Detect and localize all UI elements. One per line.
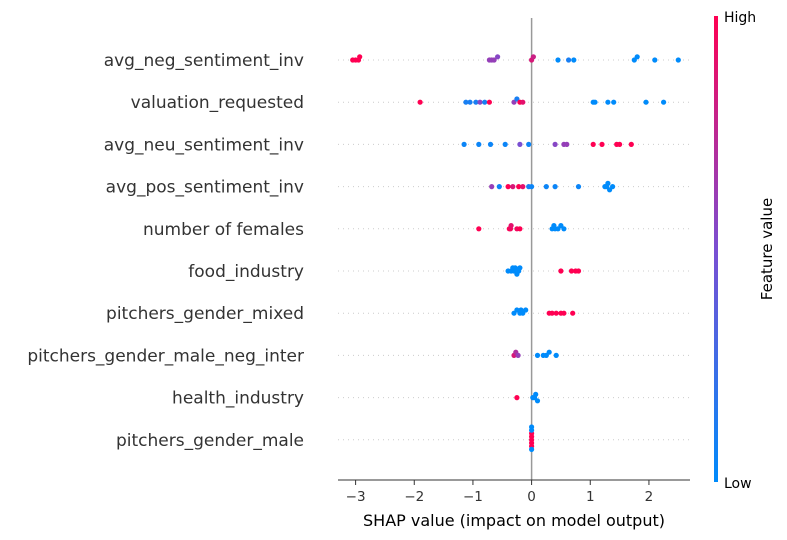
shap-point <box>516 184 522 190</box>
shap-point <box>495 54 501 60</box>
feature-label: pitchers_gender_male_neg_inter <box>27 346 304 366</box>
shap-point <box>599 141 605 147</box>
shap-point <box>571 57 577 63</box>
x-tick-label: −1 <box>463 489 483 505</box>
feature-label: pitchers_gender_mixed <box>106 304 304 324</box>
shap-point <box>661 99 667 105</box>
shap-point <box>592 99 598 105</box>
shap-point <box>561 226 567 232</box>
shap-point <box>628 141 634 147</box>
shap-point <box>566 57 572 63</box>
shap-point <box>570 310 576 316</box>
shap-point <box>568 268 575 274</box>
shap-point <box>605 180 611 186</box>
shap-point <box>477 99 483 105</box>
shap-point <box>529 424 535 430</box>
shap-point <box>517 265 523 271</box>
shap-point <box>467 99 473 105</box>
shap-point <box>575 184 582 190</box>
shap-point <box>510 184 516 190</box>
shap-point <box>561 310 567 316</box>
shap-point <box>543 184 549 190</box>
shap-point <box>463 99 469 105</box>
shap-point <box>534 398 541 404</box>
shap-point <box>515 352 521 358</box>
shap-point <box>523 307 529 313</box>
feature-label: health_industry <box>172 389 304 409</box>
shap-point <box>417 99 423 105</box>
shap-point <box>555 57 561 63</box>
shap-point <box>552 184 558 190</box>
shap-point <box>520 99 526 105</box>
shap-point <box>652 57 658 63</box>
feature-label: number of females <box>143 220 304 240</box>
feature-label: avg_neu_sentiment_inv <box>104 135 304 155</box>
x-axis-label: SHAP value (impact on model output) <box>363 511 665 530</box>
x-tick-label: −2 <box>404 489 424 505</box>
shap-point <box>508 223 514 229</box>
feature-label: avg_pos_sentiment_inv <box>106 178 304 198</box>
x-tick-label: −3 <box>346 489 366 505</box>
shap-point <box>643 99 649 105</box>
colorbar-title: Feature value <box>758 198 776 300</box>
shap-point <box>575 268 582 274</box>
x-axis: −3 −2 −1 0 1 2 <box>338 479 690 505</box>
shap-point <box>489 184 495 190</box>
shap-point <box>529 184 535 190</box>
shap-point <box>675 57 681 63</box>
shap-point <box>634 54 640 60</box>
shap-point <box>529 446 535 452</box>
shap-point <box>546 349 552 355</box>
shap-point <box>549 310 555 316</box>
feature-label: food_industry <box>188 262 304 282</box>
shap-point <box>502 141 508 147</box>
feature-label: pitchers_gender_male <box>116 431 304 451</box>
shap-point <box>491 57 497 63</box>
x-tick-label: 1 <box>586 489 595 505</box>
shap-point <box>564 141 570 147</box>
shap-point <box>526 141 532 147</box>
colorbar-high-label: High <box>724 10 756 26</box>
shap-point <box>590 141 596 147</box>
shap-point <box>476 141 482 147</box>
shap-point <box>517 226 523 232</box>
shap-point <box>530 54 537 60</box>
shap-point <box>486 99 492 105</box>
shap-point <box>476 226 482 232</box>
feature-label: avg_neg_sentiment_inv <box>104 51 304 71</box>
colorbar-low-label: Low <box>724 476 752 492</box>
shap-point <box>514 395 520 401</box>
x-tick-label: 0 <box>527 489 536 505</box>
shap-point <box>558 268 564 274</box>
shap-point <box>487 141 494 147</box>
shap-point <box>605 99 611 105</box>
shap-point <box>473 99 479 105</box>
row-gridlines <box>338 59 690 441</box>
shap-point <box>552 141 558 147</box>
colorbar: High Low Feature value <box>714 10 776 492</box>
colorbar-gradient <box>714 16 718 482</box>
shap-point <box>496 184 502 190</box>
shap-point <box>611 99 617 105</box>
shap-point <box>617 141 623 147</box>
shap-point <box>482 99 488 105</box>
shap-point <box>610 184 616 190</box>
shap-point <box>505 184 511 190</box>
shap-point <box>520 184 526 190</box>
shap-point <box>517 141 523 147</box>
shap-point <box>533 391 539 397</box>
shap-point <box>357 54 363 60</box>
shap-point <box>553 352 559 358</box>
feature-labels: avg_neg_sentiment_inv valuation_requested… <box>27 51 304 451</box>
dots-layer <box>350 54 681 452</box>
shap-point <box>512 265 518 271</box>
shap-point <box>461 141 467 147</box>
x-tick-label: 2 <box>645 489 654 505</box>
feature-label: valuation_requested <box>131 93 304 113</box>
shap-point <box>534 352 541 358</box>
shap-point <box>553 310 559 316</box>
